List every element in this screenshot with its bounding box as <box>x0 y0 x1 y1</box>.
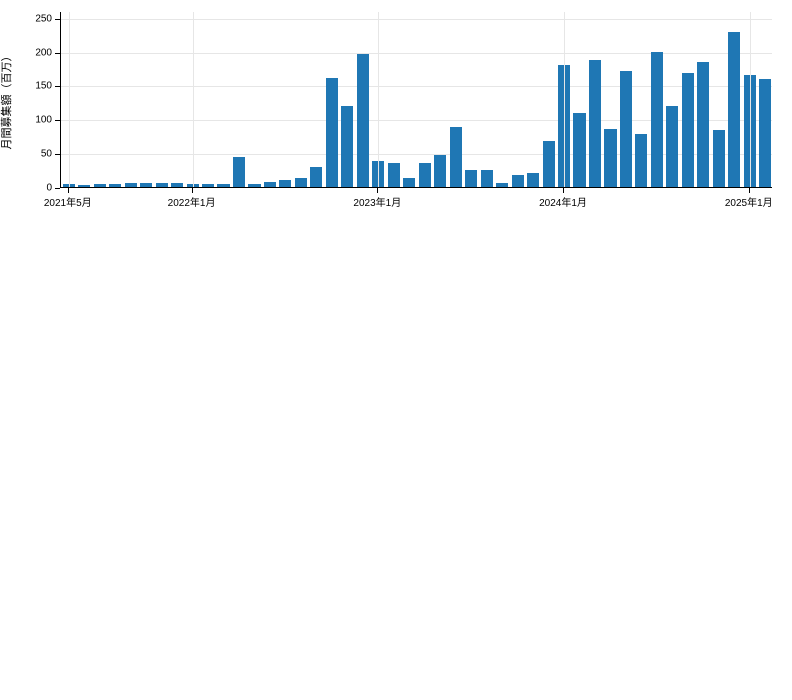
bar <box>543 141 555 187</box>
bar <box>156 183 168 187</box>
bar <box>573 113 585 187</box>
bar <box>140 183 152 187</box>
x-tick-mark <box>192 188 193 193</box>
bar <box>248 184 260 187</box>
bar <box>357 54 369 187</box>
gridline-vertical <box>69 12 70 187</box>
gridline-horizontal <box>61 86 772 87</box>
bar <box>202 184 214 187</box>
bar <box>94 184 106 187</box>
gridline-horizontal <box>61 154 772 155</box>
gridline-horizontal <box>61 53 772 54</box>
plot-area <box>60 12 772 188</box>
y-tick-mark <box>55 53 60 54</box>
x-tick-mark <box>377 188 378 193</box>
x-tick-label: 2022年1月 <box>168 194 216 209</box>
x-tick-label: 2024年1月 <box>539 194 587 209</box>
bar <box>279 180 291 187</box>
y-tick-mark <box>55 188 60 189</box>
bar <box>78 185 90 187</box>
x-tick-mark <box>68 188 69 193</box>
bar <box>326 78 338 187</box>
gridline-horizontal <box>61 120 772 121</box>
bar <box>217 184 229 187</box>
chart-stage: 月間募集額（百万） 0 50 100 150 200 250 2021年5月 2022年1月 2… <box>0 0 792 700</box>
bar <box>620 71 632 187</box>
y-tick-label: 250 <box>0 13 52 24</box>
bar <box>109 184 121 187</box>
bar <box>388 163 400 187</box>
bar <box>496 183 508 187</box>
bar <box>233 157 245 187</box>
bar <box>697 62 709 187</box>
y-tick-mark <box>55 19 60 20</box>
y-tick-label: 100 <box>0 115 52 126</box>
y-tick-mark <box>55 120 60 121</box>
y-tick-mark <box>55 154 60 155</box>
bar <box>759 79 771 187</box>
bar <box>403 178 415 187</box>
x-tick-label: 2023年1月 <box>353 194 401 209</box>
bar <box>450 127 462 187</box>
bar <box>434 155 446 187</box>
bar <box>604 129 616 187</box>
bar <box>341 106 353 187</box>
x-tick-label: 2021年5月 <box>44 194 92 209</box>
x-tick-mark <box>563 188 564 193</box>
y-tick-label: 200 <box>0 47 52 58</box>
gridline-vertical <box>750 12 751 187</box>
bar <box>728 32 740 187</box>
y-tick-label: 150 <box>0 81 52 92</box>
y-tick-label: 0 <box>0 183 52 194</box>
x-tick-label: 2025年1月 <box>725 194 773 209</box>
gridline-horizontal <box>61 19 772 20</box>
gridline-vertical <box>564 12 565 187</box>
bar <box>512 175 524 187</box>
bar <box>666 106 678 187</box>
bar <box>527 173 539 187</box>
bar <box>419 163 431 187</box>
bar <box>125 183 137 187</box>
bar <box>635 134 647 187</box>
bar <box>651 52 663 187</box>
bar <box>481 170 493 187</box>
bar <box>682 73 694 187</box>
bar <box>171 183 183 187</box>
gridline-vertical <box>378 12 379 187</box>
bar <box>310 167 322 187</box>
y-tick-label: 50 <box>0 149 52 160</box>
bar <box>465 170 477 187</box>
bar <box>264 182 276 187</box>
x-tick-mark <box>749 188 750 193</box>
bar <box>589 60 601 187</box>
y-tick-mark <box>55 86 60 87</box>
y-axis-label: 月間募集額（百万） <box>0 51 14 150</box>
bar <box>295 178 307 187</box>
bar <box>713 130 725 187</box>
gridline-vertical <box>193 12 194 187</box>
